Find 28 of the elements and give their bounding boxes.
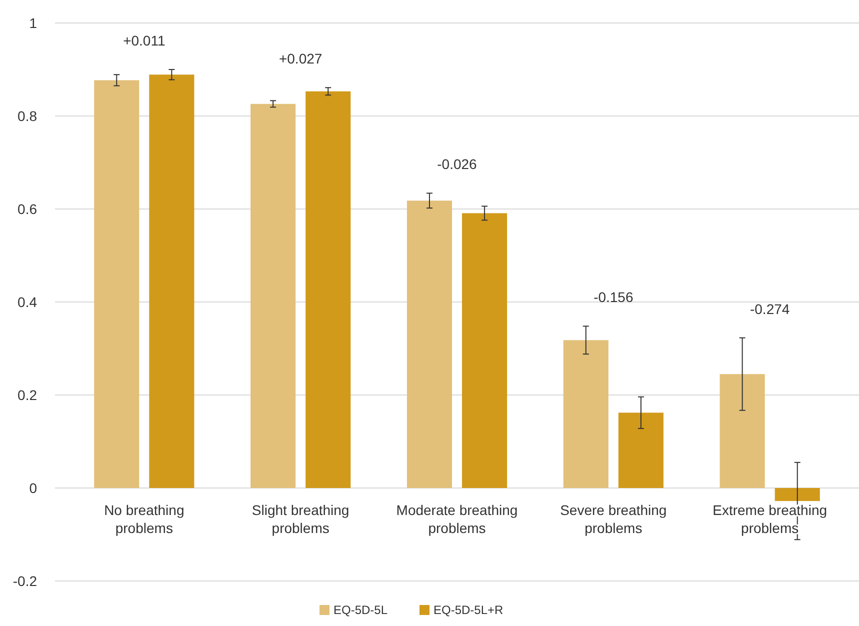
- y-tick-label: 0.8: [18, 108, 38, 124]
- annotation: -0.156: [594, 289, 634, 306]
- bar: [462, 213, 508, 488]
- x-tick-label: No breathing problems: [104, 502, 184, 536]
- annotation: +0.011: [123, 32, 166, 48]
- legend-label: EQ-5D-5L+R: [434, 603, 504, 618]
- y-tick-label: 0.6: [18, 200, 38, 217]
- y-tick-label: -0.2: [12, 572, 38, 589]
- y-tick-label: 0.4: [18, 294, 38, 310]
- y-tick-label: 0.2: [18, 386, 38, 403]
- annotation: -0.026: [437, 156, 478, 172]
- annotation: -0.274: [750, 300, 790, 317]
- bar: [94, 80, 140, 488]
- bar: [149, 74, 194, 488]
- x-tick-label: Severe breathing problems: [560, 502, 667, 536]
- bar: [774, 488, 820, 502]
- legend-label: EQ-5D-5L: [334, 603, 388, 618]
- bar: [250, 104, 296, 488]
- bar: [306, 91, 351, 488]
- x-tick-label: Moderate breathing problems: [396, 502, 518, 536]
- bar: [406, 200, 452, 488]
- bar: [618, 412, 664, 488]
- y-tick-label: 0: [29, 480, 38, 496]
- bar: [563, 340, 608, 488]
- annotation: +0.027: [278, 50, 322, 67]
- bar: [720, 374, 765, 488]
- y-tick-label: 1: [29, 14, 38, 31]
- x-tick-label: Slight breathing problems: [252, 502, 350, 536]
